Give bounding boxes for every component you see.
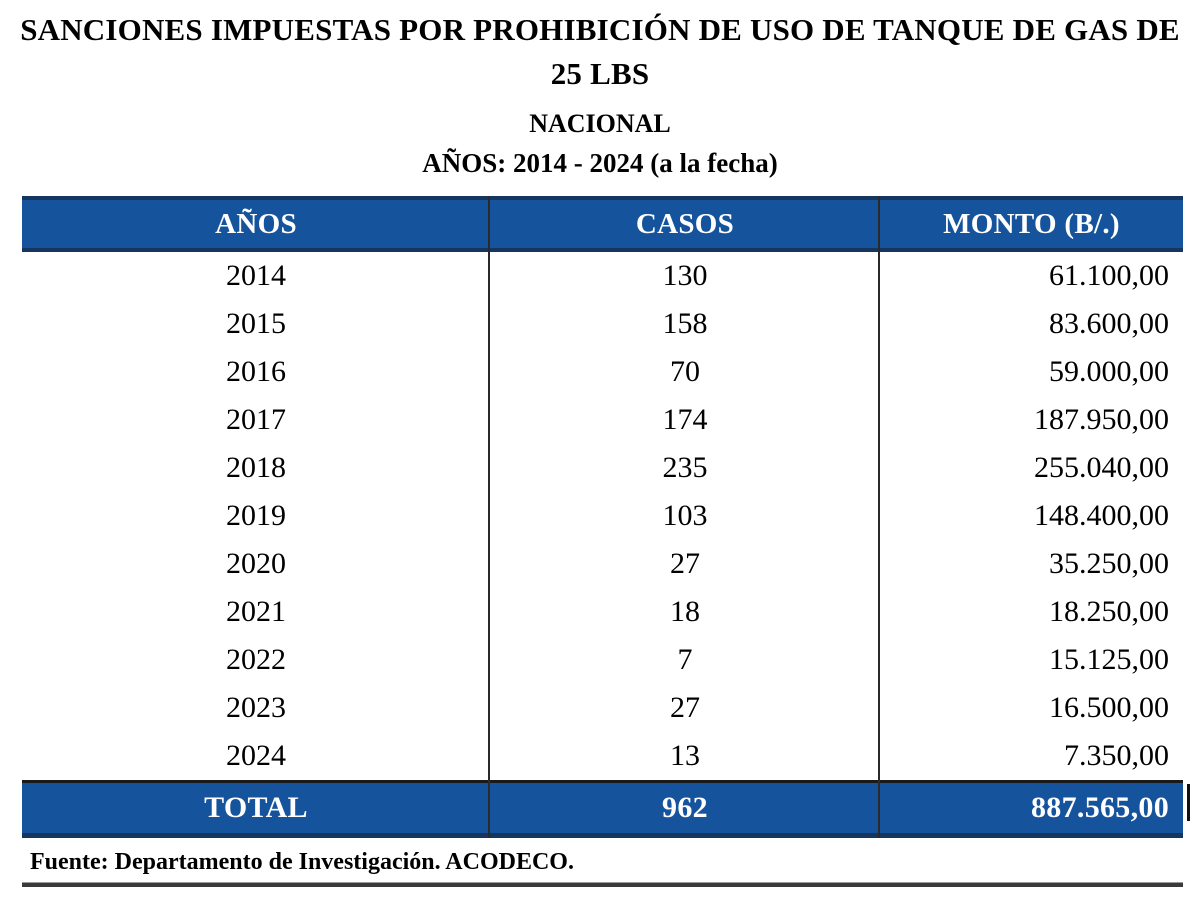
cases-cell: 235 xyxy=(662,451,708,484)
year-cell: 2024 xyxy=(226,739,286,772)
table-row: 2014 130 61.100,00 xyxy=(22,252,1183,300)
table-total-row: TOTAL 962 887.565,00 xyxy=(22,780,1183,838)
cases-cell: 27 xyxy=(670,547,700,580)
cases-cell: 13 xyxy=(670,739,700,772)
table-row: 2021 18 18.250,00 xyxy=(22,588,1183,636)
year-cell: 2014 xyxy=(226,259,286,292)
bottom-rule xyxy=(22,882,1183,887)
source-note: Fuente: Departamento de Investigación. A… xyxy=(30,849,574,875)
cases-cell: 27 xyxy=(670,691,700,724)
amount-cell: 83.600,00 xyxy=(1049,307,1169,340)
column-header-monto: MONTO (B/.) xyxy=(943,207,1120,240)
amount-cell: 18.250,00 xyxy=(1049,595,1169,628)
column-divider-1 xyxy=(488,196,490,838)
amount-cell: 59.000,00 xyxy=(1049,355,1169,388)
table-row: 2024 13 7.350,00 xyxy=(22,732,1183,780)
amount-cell: 35.250,00 xyxy=(1049,547,1169,580)
amount-cell: 255.040,00 xyxy=(1034,451,1169,484)
table-row: 2020 27 35.250,00 xyxy=(22,540,1183,588)
table-body: 2014 130 61.100,00 2015 158 83.600,00 2016 70 59… xyxy=(22,252,1183,780)
year-cell: 2022 xyxy=(226,643,286,676)
table-row: 2022 7 15.125,00 xyxy=(22,636,1183,684)
sanctions-table: AÑOS CASOS MONTO (B/.) 2014 130 61.100,00 2… xyxy=(22,196,1183,838)
year-cell: 2017 xyxy=(226,403,286,436)
table-row: 2023 27 16.500,00 xyxy=(22,684,1183,732)
amount-cell: 16.500,00 xyxy=(1049,691,1169,724)
document-period: AÑOS: 2014 - 2024 (a la fecha) xyxy=(422,148,778,179)
column-divider-2 xyxy=(878,196,880,838)
document-page: SANCIONES IMPUESTAS POR PROHIBICIÓN DE U… xyxy=(0,8,1200,900)
year-cell: 2020 xyxy=(226,547,286,580)
table-header-row: AÑOS CASOS MONTO (B/.) xyxy=(22,196,1183,252)
table-row: 2019 103 148.400,00 xyxy=(22,492,1183,540)
total-amount-cell: 887.565,00 xyxy=(1031,791,1169,824)
year-cell: 2015 xyxy=(226,307,286,340)
cases-cell: 70 xyxy=(670,355,700,388)
cases-cell: 103 xyxy=(662,499,708,532)
total-cases-cell: 962 xyxy=(662,791,708,824)
cases-cell: 130 xyxy=(662,259,708,292)
year-cell: 2021 xyxy=(226,595,286,628)
amount-cell: 187.950,00 xyxy=(1034,403,1169,436)
column-header-casos: CASOS xyxy=(635,207,735,240)
document-subtitle: NACIONAL xyxy=(529,109,671,139)
year-cell: 2023 xyxy=(226,691,286,724)
table-row: 2015 158 83.600,00 xyxy=(22,300,1183,348)
amount-cell: 61.100,00 xyxy=(1049,259,1169,292)
document-title: SANCIONES IMPUESTAS POR PROHIBICIÓN DE U… xyxy=(20,12,1180,92)
total-label-cell: TOTAL xyxy=(204,791,308,824)
year-cell: 2018 xyxy=(226,451,286,484)
cases-cell: 18 xyxy=(670,595,700,628)
cases-cell: 174 xyxy=(662,403,708,436)
amount-cell: 15.125,00 xyxy=(1049,643,1169,676)
table-row: 2016 70 59.000,00 xyxy=(22,348,1183,396)
cases-cell: 158 xyxy=(662,307,708,340)
amount-cell: 148.400,00 xyxy=(1034,499,1169,532)
year-cell: 2016 xyxy=(226,355,286,388)
cases-cell: 7 xyxy=(677,643,693,676)
table-row: 2018 235 255.040,00 xyxy=(22,444,1183,492)
amount-cell: 7.350,00 xyxy=(1064,739,1169,772)
table-row: 2017 174 187.950,00 xyxy=(22,396,1183,444)
year-cell: 2019 xyxy=(226,499,286,532)
text-cursor xyxy=(1187,784,1190,821)
column-header-anios: AÑOS xyxy=(215,207,297,240)
